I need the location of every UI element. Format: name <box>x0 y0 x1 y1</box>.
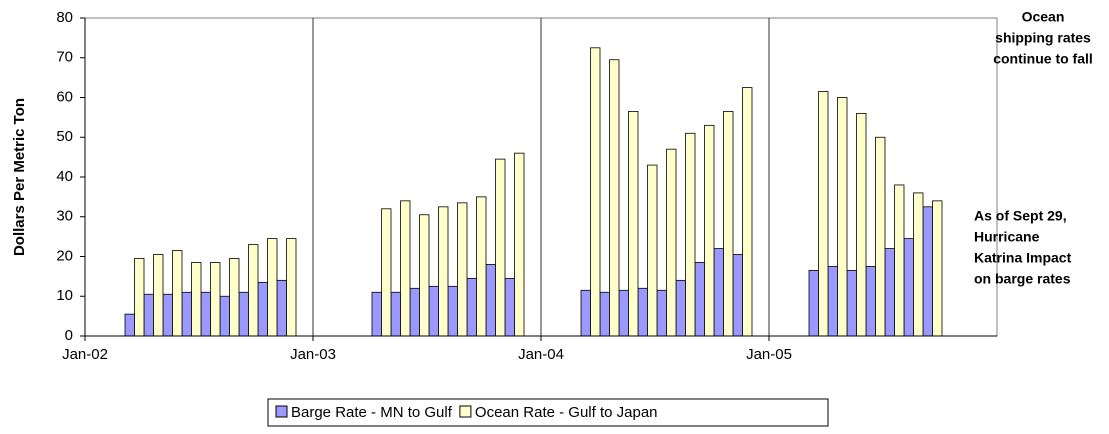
bar <box>172 250 183 337</box>
annotation: shipping rates <box>995 30 1091 46</box>
bar <box>162 293 173 337</box>
annotation: Ocean <box>1022 9 1065 25</box>
bar <box>647 164 658 337</box>
bar <box>514 152 525 337</box>
bar <box>704 124 715 337</box>
bar <box>675 279 686 337</box>
y-tick-label: 50 <box>56 128 73 145</box>
bar <box>903 238 914 337</box>
y-tick-label: 20 <box>56 247 73 264</box>
bar <box>447 285 458 337</box>
legend-box <box>267 398 829 427</box>
bar <box>884 248 895 337</box>
y-tick-label: 10 <box>56 287 73 304</box>
bar <box>219 295 230 337</box>
bar <box>922 206 933 337</box>
annotation: Hurricane <box>974 229 1040 245</box>
bar <box>153 254 164 337</box>
bar <box>276 279 287 337</box>
bar <box>134 258 145 337</box>
y-tick-label: 70 <box>56 49 73 66</box>
bar <box>124 313 135 337</box>
bar <box>599 291 610 337</box>
bar <box>390 291 401 337</box>
bar <box>457 202 468 337</box>
bar <box>229 258 240 337</box>
bar <box>210 262 221 337</box>
y-tick-label: 60 <box>56 88 73 105</box>
bar <box>865 266 876 337</box>
bar <box>913 192 924 337</box>
bar <box>694 262 705 337</box>
y-tick-label: 80 <box>56 9 73 26</box>
bar <box>590 47 601 337</box>
bar <box>666 148 677 337</box>
y-tick-label: 0 <box>65 327 73 344</box>
bar <box>846 270 857 337</box>
legend-swatch <box>459 405 472 418</box>
legend-swatch <box>275 405 288 418</box>
bar <box>723 111 734 337</box>
bar <box>381 208 392 337</box>
bar <box>191 262 202 337</box>
bar <box>267 238 278 337</box>
legend-label: Ocean Rate - Gulf to Japan <box>475 404 658 421</box>
y-tick-label: 30 <box>56 208 73 225</box>
bar <box>894 184 905 337</box>
bar <box>495 158 506 337</box>
bar <box>609 59 620 337</box>
x-tick-label: Jan-05 <box>746 346 792 363</box>
annotation: Katrina Impact <box>974 250 1072 266</box>
x-tick-label: Jan-02 <box>62 346 108 363</box>
bar <box>257 281 268 337</box>
bar <box>419 214 430 337</box>
bar <box>818 91 829 337</box>
y-axis-label: Dollars Per Metric Ton <box>11 98 28 256</box>
bar <box>685 132 696 337</box>
annotation: on barge rates <box>974 271 1071 287</box>
bar <box>409 287 420 337</box>
bar <box>713 248 724 337</box>
bar <box>875 136 886 337</box>
bar <box>932 200 943 337</box>
bar <box>732 254 743 337</box>
bar <box>656 289 667 337</box>
bar <box>200 291 211 337</box>
bar <box>808 270 819 337</box>
bar <box>628 111 639 337</box>
bar <box>476 196 487 337</box>
y-tick-label: 40 <box>56 168 73 185</box>
bar <box>637 287 648 337</box>
bar <box>181 291 192 337</box>
bar <box>428 285 439 337</box>
bar <box>466 277 477 337</box>
x-tick-label: Jan-04 <box>518 346 564 363</box>
bar <box>504 277 515 337</box>
annotation: continue to fall <box>993 51 1093 67</box>
bar <box>837 97 848 337</box>
bar <box>371 291 382 337</box>
bar <box>248 244 259 337</box>
x-tick-label: Jan-03 <box>290 346 336 363</box>
bar <box>400 200 411 337</box>
legend-label: Barge Rate - MN to Gulf <box>291 404 453 421</box>
bar <box>286 238 297 337</box>
bar <box>580 289 591 337</box>
bar <box>618 289 629 337</box>
legend: Barge Rate - MN to Gulf Ocean Rate - Gulf… <box>267 398 829 427</box>
bar <box>143 293 154 337</box>
bar <box>238 291 249 337</box>
bar <box>485 264 496 337</box>
bar <box>827 266 838 337</box>
bar <box>856 113 867 337</box>
bar <box>438 206 449 337</box>
annotation: As of Sept 29, <box>974 208 1067 224</box>
bar <box>742 87 753 337</box>
